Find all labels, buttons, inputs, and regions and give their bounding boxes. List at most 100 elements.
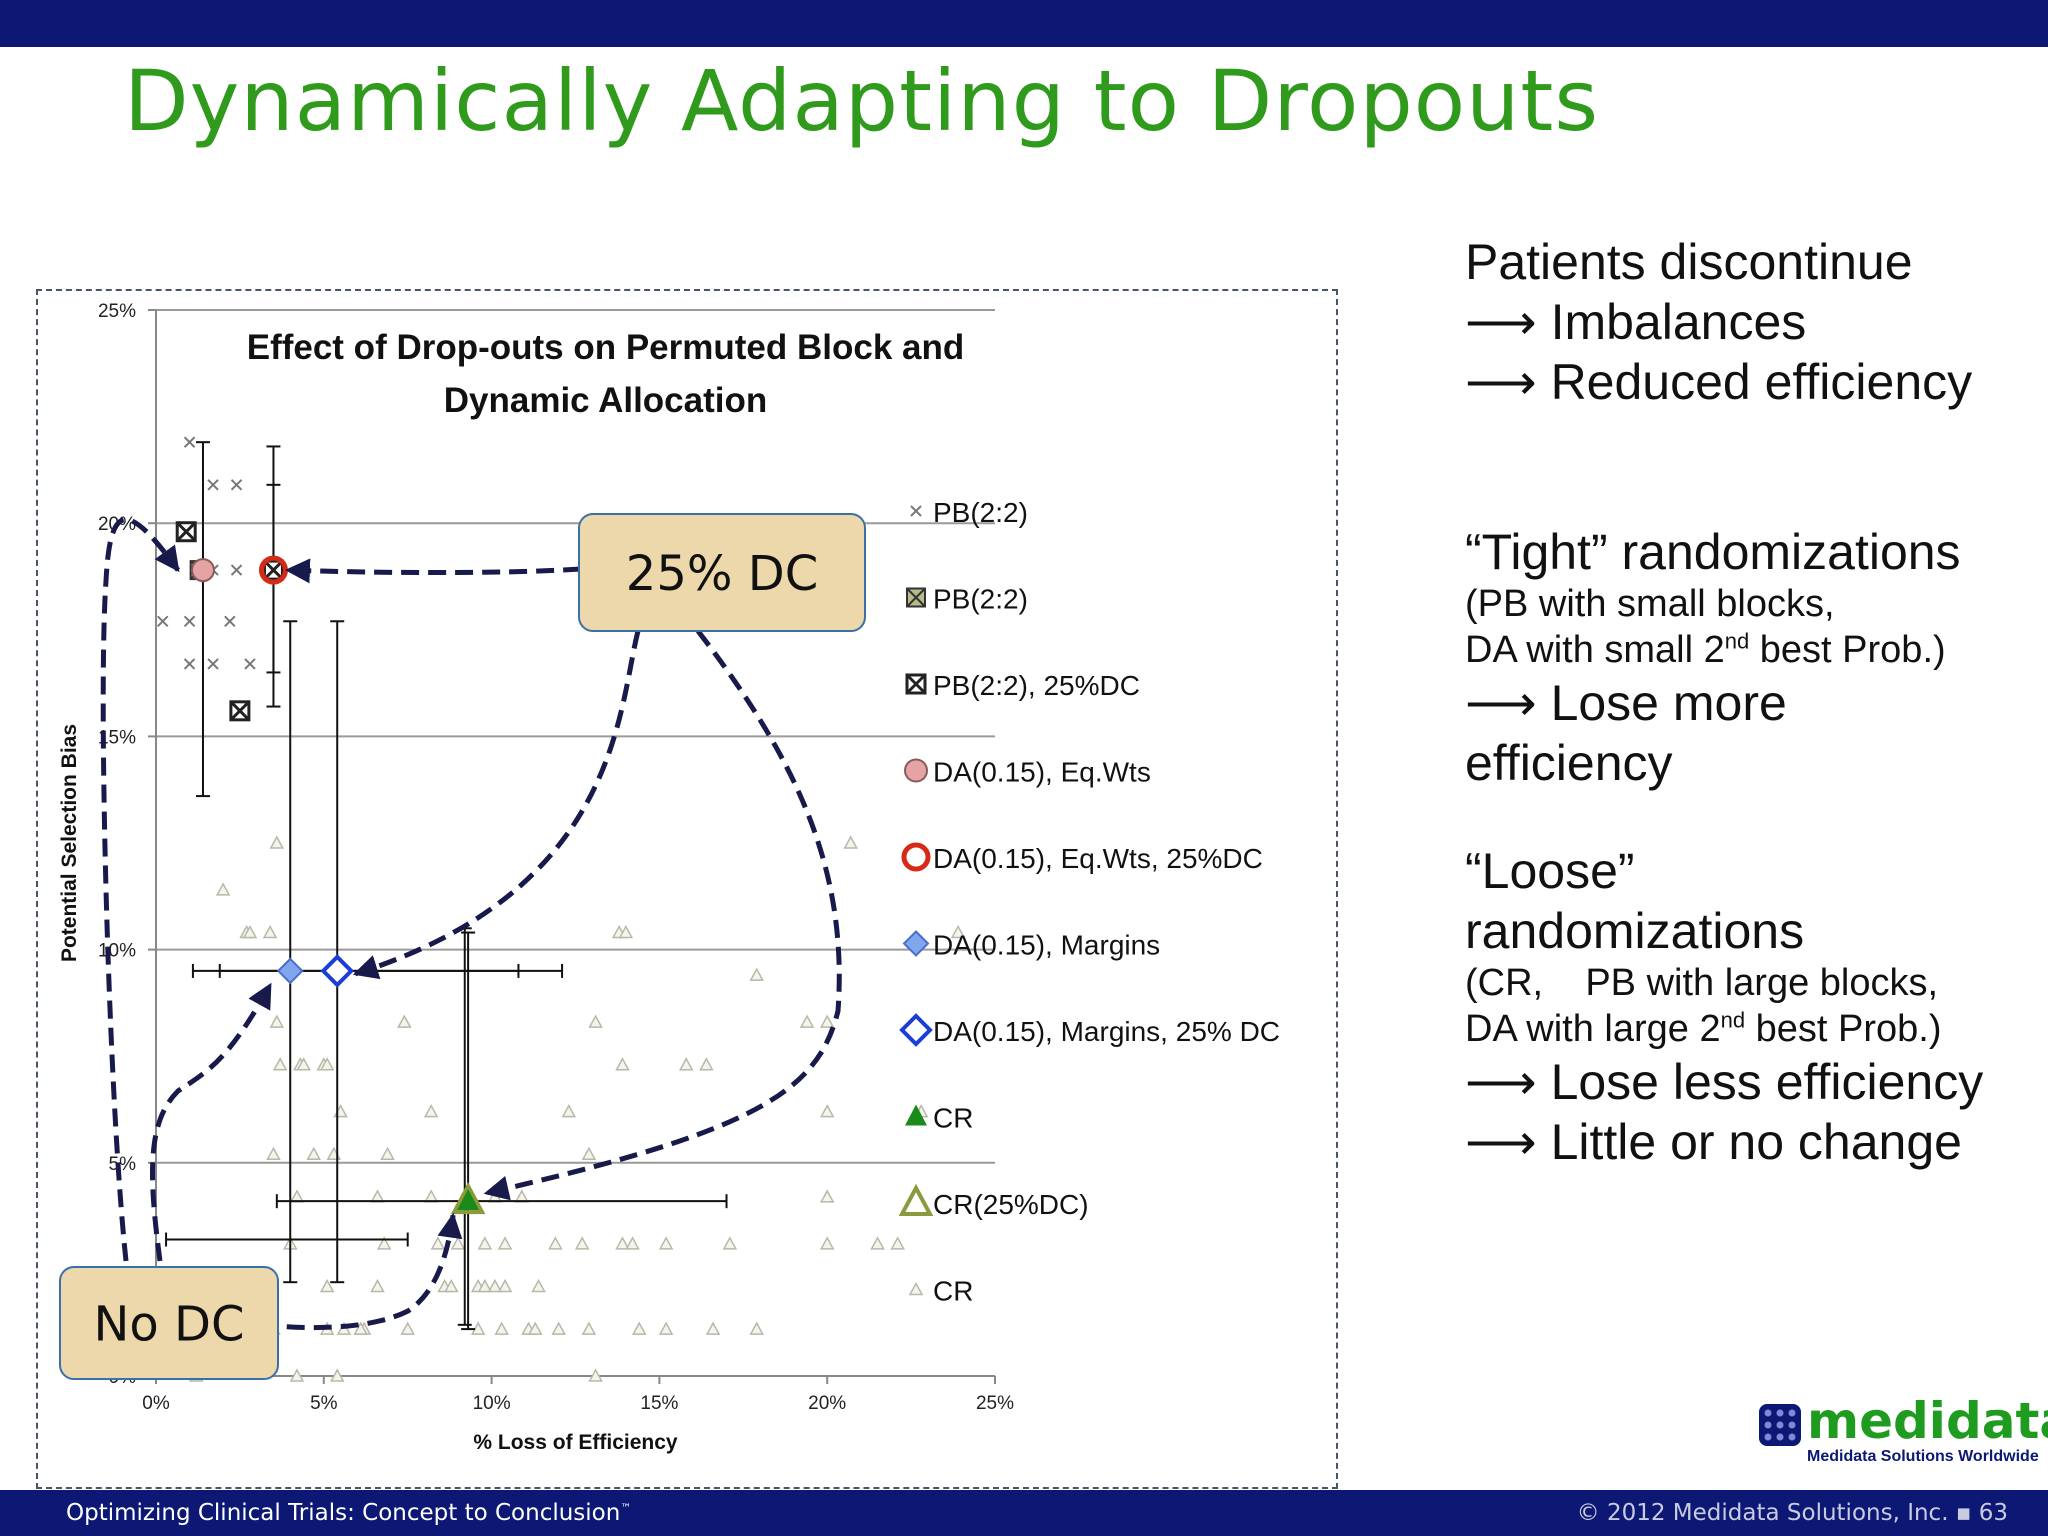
footer-text: Optimizing Clinical Trials: Concept to C… (66, 1500, 621, 1526)
data-point (319, 1278, 335, 1293)
notes-panel: Patients discontinue ⟶ Imbalances ⟶ Redu… (1465, 232, 2025, 1172)
logo-tagline: Medidata Solutions Worldwide (1807, 1448, 2039, 1465)
note-text: best Prob.) (1749, 628, 1946, 671)
data-point (380, 1146, 395, 1161)
arrow-dc-to-cr (483, 629, 842, 1201)
y-tick-label: 25% (98, 301, 136, 322)
legend-marker (899, 1013, 933, 1047)
data-point (183, 615, 196, 627)
data-point (658, 1321, 674, 1335)
data-point (190, 558, 215, 583)
data-point (296, 1057, 311, 1071)
data-point (531, 1278, 546, 1293)
data-point (527, 1321, 543, 1335)
data-point (207, 479, 219, 491)
data-point (678, 1057, 694, 1071)
x-tick-label: 10% (473, 1393, 511, 1414)
legend-label: CR(25%DC) (933, 1189, 1089, 1220)
x-axis-label: % Loss of Efficiency (473, 1431, 678, 1454)
data-point (329, 1368, 345, 1382)
top-banner (0, 0, 2048, 47)
data-point (244, 658, 256, 670)
data-point (269, 835, 285, 849)
y-tick-label: 5% (109, 1154, 137, 1175)
data-point (470, 1321, 486, 1335)
note-text: DA with small 2 (1465, 628, 1725, 671)
note-block3-line3: (CR, PB with large blocks, (1465, 962, 1939, 1005)
data-point (477, 1278, 493, 1293)
legend-marker (910, 505, 922, 517)
legend-label: CR (933, 1276, 973, 1307)
data-point (494, 1321, 509, 1335)
data-point (799, 1014, 815, 1028)
note-block2-line1: “Tight” randomizations (1465, 524, 1961, 580)
data-point (183, 658, 196, 670)
data-point (722, 1236, 738, 1250)
data-point (370, 1278, 385, 1293)
legend-label: PB(2:2) (933, 584, 1028, 615)
data-point (615, 1057, 630, 1071)
data-point (215, 882, 231, 896)
data-point (497, 1278, 513, 1293)
footer-course-title: Optimizing Clinical Trials: Concept to C… (66, 1500, 631, 1526)
legend-label: PB(2:2), 25%DC (933, 670, 1140, 701)
data-point-cross (229, 700, 250, 721)
data-point (699, 1057, 714, 1071)
note-block3-line6: ⟶ Little or no change (1465, 1114, 1962, 1171)
data-point (819, 1104, 835, 1118)
data-point (618, 924, 634, 939)
data-point (262, 924, 278, 939)
arrow-dc-to-blue (352, 630, 641, 980)
legend-label: DA(0.15), Eq.Wts (933, 757, 1151, 788)
legend-marker (905, 1104, 927, 1126)
data-point (574, 1236, 590, 1250)
data-point (207, 658, 219, 670)
logo-wordmark: medidata (1807, 1392, 2048, 1450)
data-point (588, 1368, 603, 1382)
data-point (819, 1014, 835, 1028)
legend-marker-cross (906, 587, 926, 608)
y-tick-label: 15% (98, 727, 136, 748)
arrow-nodc-to-pink (100, 517, 181, 1262)
note-text: DA with large 2 (1465, 1007, 1721, 1050)
legend-marker (902, 930, 930, 957)
note-block3-line4: DA with large 2nd best Prob.) (1465, 1007, 2025, 1053)
legend-label: CR (933, 1103, 973, 1134)
data-point (320, 954, 355, 988)
trademark-mark: ™ (620, 1501, 632, 1515)
logo-dots-icon (1759, 1404, 1801, 1446)
chart-title-line1: Effect of Drop-outs on Permuted Block an… (247, 328, 965, 367)
note-block2-line2: (PB with small blocks, (1465, 583, 1835, 625)
arrow-nodc-to-diamond (150, 982, 273, 1262)
data-point (625, 1236, 640, 1250)
medidata-logo: medidata Medidata Solutions Worldwide (1755, 1392, 2048, 1470)
data-point (551, 1321, 566, 1335)
footer-copyright: © 2012 Medidata Solutions, Inc. ▪ 63 (1576, 1500, 2008, 1526)
data-point (242, 924, 258, 939)
data-point (450, 1181, 486, 1215)
note-block1-line3: ⟶ Reduced efficiency (1465, 354, 1973, 410)
chart-title-line2: Dynamic Allocation (444, 381, 768, 420)
data-point (306, 1146, 321, 1161)
data-point-cross (176, 521, 197, 542)
slide-title: Dynamically Adapting to Dropouts (124, 52, 1600, 150)
data-point (749, 1321, 764, 1335)
data-point (319, 1057, 335, 1071)
data-point (400, 1321, 415, 1335)
data-point (397, 1014, 412, 1028)
arrow-nodc-to-cr (232, 1212, 463, 1331)
data-point-cross (263, 560, 284, 581)
data-point (430, 1236, 446, 1250)
callout-25dc-box (578, 513, 866, 632)
x-tick-label: 15% (640, 1393, 678, 1414)
data-point (581, 1146, 597, 1161)
legend-label: DA(0.15), Eq.Wts, 25%DC (933, 843, 1263, 874)
legend-marker (898, 1183, 934, 1216)
x-tick-label: 5% (310, 1393, 338, 1414)
scatter-chart: 0%5%10%15%20%25%0%5%10%15%20%25%% Loss o… (58, 301, 1280, 1454)
data-point (423, 1104, 439, 1118)
data-point (230, 564, 243, 576)
legend-marker (901, 842, 931, 872)
data-point (870, 1236, 885, 1250)
data-point (224, 615, 236, 627)
